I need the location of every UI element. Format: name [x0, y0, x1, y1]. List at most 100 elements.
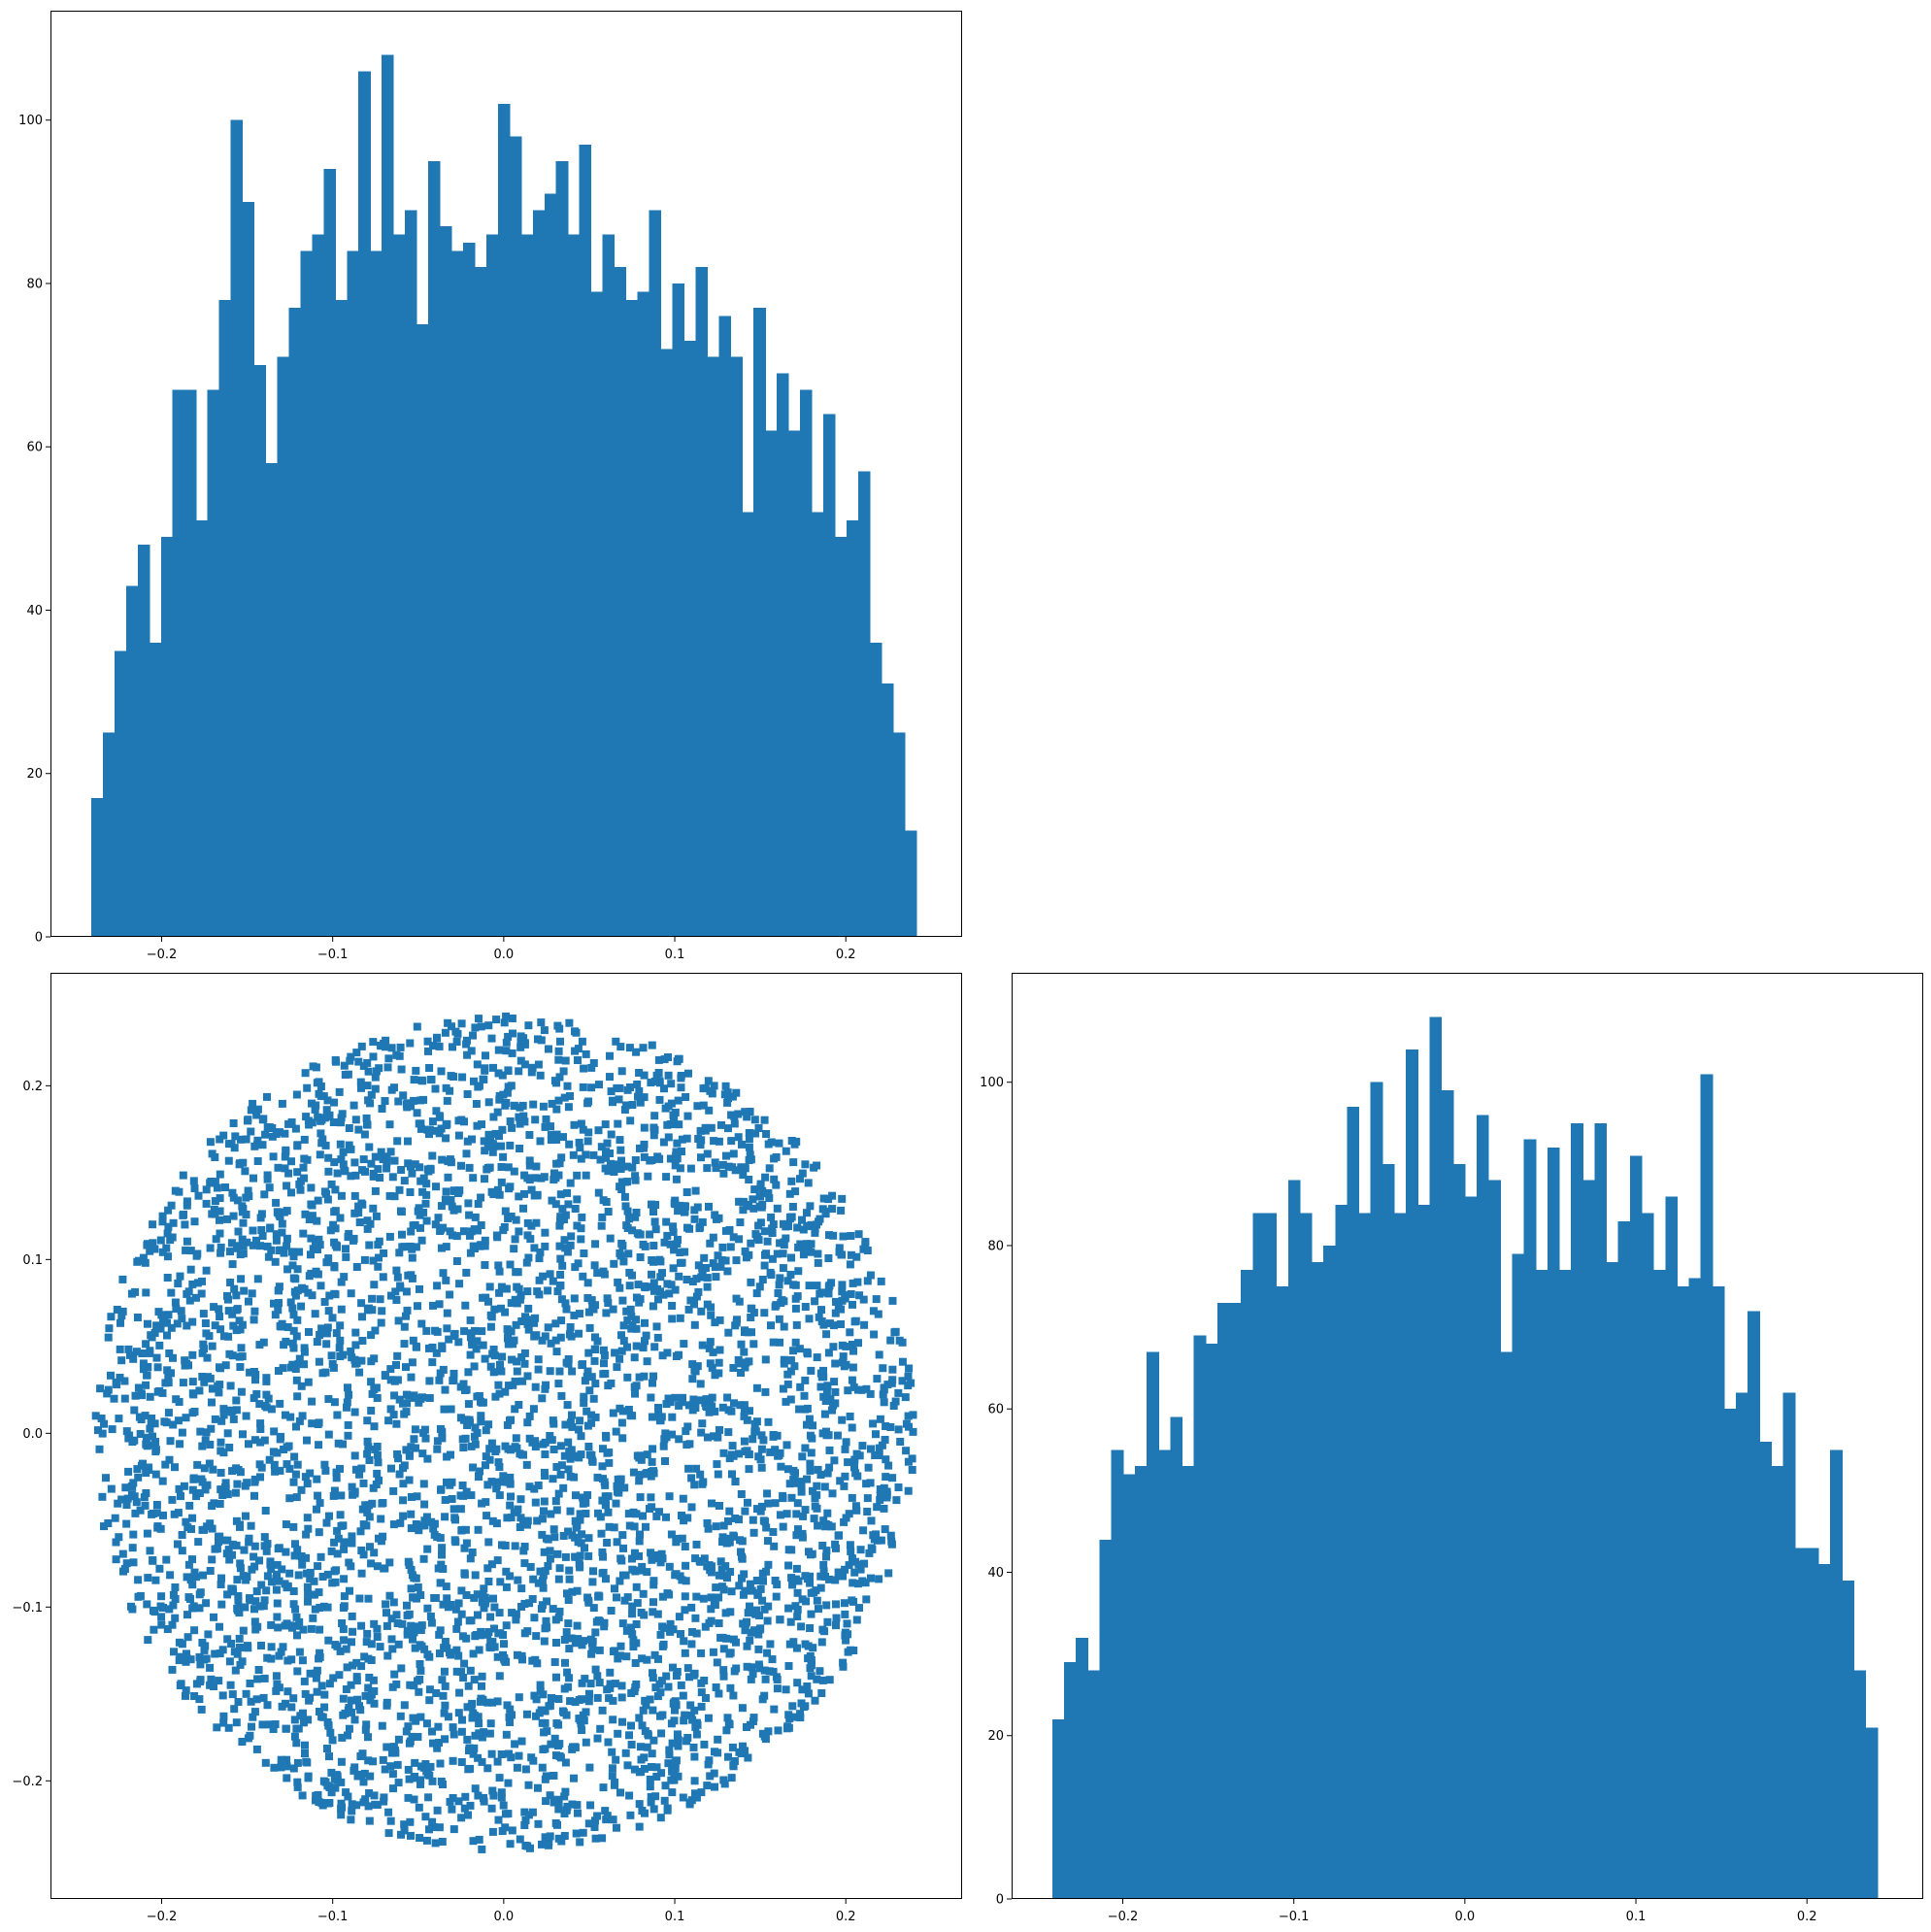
histogram-bar: [1617, 1220, 1631, 1899]
scatter-point: [373, 1394, 382, 1402]
scatter-point: [144, 1363, 152, 1371]
scatter-point: [632, 1209, 641, 1216]
scatter-point: [532, 1162, 541, 1171]
scatter-point: [842, 1438, 850, 1447]
scatter-point: [888, 1474, 897, 1482]
scatter-point: [470, 1711, 479, 1719]
scatter-point: [403, 1306, 412, 1315]
scatter-point: [806, 1202, 815, 1211]
scatter-point: [98, 1492, 107, 1501]
scatter-point: [253, 1622, 262, 1631]
scatter-point: [587, 1456, 596, 1465]
scatter-point: [576, 1144, 584, 1152]
scatter-point: [714, 1433, 722, 1442]
scatter-point: [404, 1271, 413, 1280]
scatter-point: [823, 1617, 832, 1626]
scatter-point: [823, 1509, 832, 1517]
scatter-point: [524, 1304, 533, 1313]
scatter-point: [739, 1742, 747, 1750]
scatter-point: [365, 1673, 374, 1682]
scatter-point: [591, 1834, 600, 1843]
scatter-point: [560, 1636, 569, 1644]
scatter-point: [635, 1069, 644, 1077]
scatter-point: [206, 1441, 215, 1449]
scatter-point: [580, 1064, 588, 1073]
scatter-point: [679, 1393, 686, 1402]
scatter-point: [158, 1477, 167, 1485]
scatter-point: [216, 1438, 225, 1447]
scatter-point: [625, 1044, 634, 1052]
scatter-point: [686, 1296, 695, 1305]
histogram-bar: [474, 267, 487, 937]
scatter-point: [764, 1727, 773, 1736]
scatter-point: [642, 1701, 650, 1710]
scatter-point: [757, 1502, 766, 1511]
scatter-point: [464, 1811, 472, 1819]
scatter-point: [789, 1475, 798, 1483]
scatter-point: [789, 1638, 798, 1647]
scatter-point: [125, 1431, 134, 1440]
scatter-point: [221, 1361, 230, 1370]
scatter-point: [229, 1212, 238, 1220]
scatter-point: [552, 1673, 560, 1682]
scatter-point: [492, 1231, 501, 1240]
scatter-point: [539, 1583, 548, 1592]
scatter-point: [635, 1471, 644, 1480]
scatter-point: [693, 1720, 702, 1729]
scatter-point: [413, 1492, 421, 1501]
scatter-point: [524, 1781, 533, 1789]
scatter-point: [641, 1727, 649, 1736]
scatter-point: [372, 1067, 381, 1076]
scatter-point: [345, 1390, 353, 1399]
scatter-point: [683, 1514, 692, 1522]
scatter-point: [358, 1749, 367, 1758]
scatter-point: [367, 1378, 376, 1386]
scatter-point: [331, 1290, 340, 1299]
scatter-point: [223, 1215, 231, 1223]
scatter-point: [562, 1628, 571, 1637]
scatter-point: [672, 1570, 681, 1579]
scatter-point: [295, 1416, 304, 1425]
scatter-point: [410, 1574, 418, 1582]
scatter-point: [616, 1554, 625, 1563]
scatter-point: [642, 1331, 650, 1340]
scatter-point: [383, 1621, 391, 1630]
scatter-point: [236, 1559, 245, 1568]
scatter-point: [577, 1450, 585, 1459]
scatter-point: [656, 1814, 665, 1822]
scatter-point: [825, 1446, 834, 1454]
scatter-point: [726, 1568, 735, 1576]
scatter-point: [215, 1388, 223, 1397]
scatter-point: [460, 1804, 469, 1813]
scatter-point: [813, 1282, 821, 1290]
scatter-point: [267, 1654, 276, 1663]
scatter-point: [846, 1413, 854, 1420]
histogram-bar: [382, 54, 394, 938]
scatter-point: [364, 1443, 373, 1451]
scatter-point: [420, 1425, 429, 1434]
scatter-point: [206, 1179, 215, 1187]
scatter-point: [650, 1650, 659, 1659]
scatter-point: [551, 1319, 560, 1328]
scatter-point: [652, 1551, 661, 1559]
scatter-point: [604, 1382, 613, 1390]
scatter-point: [421, 1199, 430, 1208]
scatter-point: [494, 1815, 503, 1824]
scatter-point: [407, 1584, 416, 1593]
scatter-point: [441, 1701, 449, 1710]
scatter-point: [139, 1359, 148, 1368]
scatter-point: [265, 1720, 274, 1729]
scatter-point: [714, 1470, 722, 1479]
scatter-bottom-left: −0.2 −0.1 0.0 0.1 0.2−0.2−0.10.00.10.2: [12, 973, 962, 1924]
scatter-point: [538, 1336, 547, 1345]
scatter-point: [533, 1516, 542, 1525]
scatter-point: [376, 1174, 384, 1182]
scatter-point: [737, 1548, 745, 1556]
scatter-point: [440, 1667, 449, 1676]
scatter-point: [703, 1274, 712, 1282]
scatter-point: [175, 1484, 183, 1493]
histogram-bar: [1523, 1139, 1537, 1899]
scatter-point: [297, 1485, 306, 1494]
